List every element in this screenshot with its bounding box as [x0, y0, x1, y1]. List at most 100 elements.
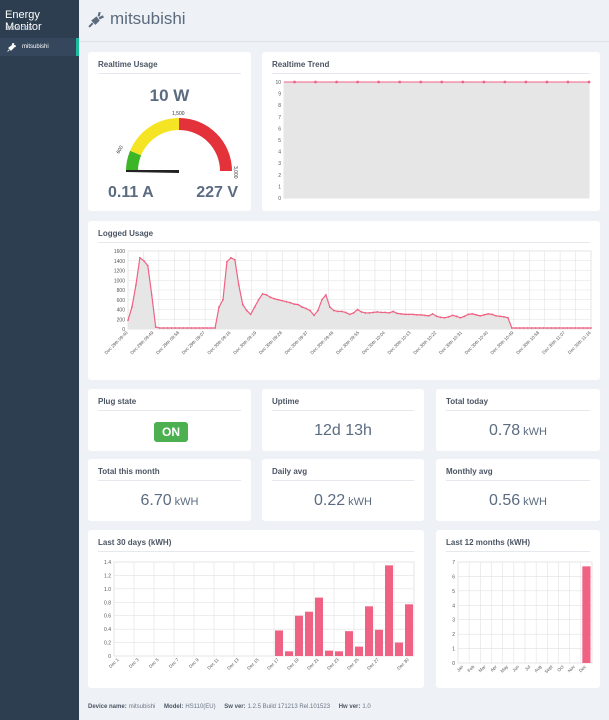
y-tick-label: 7 — [278, 115, 281, 121]
usage-point — [305, 307, 307, 310]
usage-point — [392, 310, 395, 313]
usage-point — [562, 327, 565, 329]
day-bar — [395, 642, 403, 656]
device-name-label: Device name: — [88, 704, 127, 710]
power-gauge: 600 1,500 3,000 — [116, 111, 238, 179]
x-tick-label: Dec 17 — [266, 657, 280, 671]
x-tick-label: Dec 30th 11:07 — [541, 330, 566, 355]
x-tick-label: Dec 30th 10:40 — [464, 330, 489, 355]
usage-point — [435, 315, 438, 318]
day-bar — [285, 651, 293, 656]
total-month-card: Total this month 6.70 kWH — [88, 459, 251, 521]
usage-point — [506, 316, 509, 319]
usage-point — [554, 327, 557, 329]
y-tick-label: 10 — [275, 80, 281, 86]
card-title: Daily avg — [272, 467, 308, 476]
usage-point — [150, 293, 153, 296]
y-tick-label: 3 — [278, 161, 281, 167]
sidebar-item-mitsubishi[interactable]: mitsubishi — [0, 38, 79, 56]
usage-point — [451, 314, 454, 317]
y-tick-label: 0.2 — [104, 641, 111, 647]
y-tick-label: 2 — [452, 632, 455, 638]
usage-point — [174, 327, 177, 329]
usage-point — [384, 311, 387, 314]
usage-point — [380, 311, 383, 314]
usage-point — [269, 296, 272, 299]
plug-icon — [88, 11, 104, 28]
day-bar — [275, 630, 283, 656]
usage-point — [237, 284, 240, 287]
usage-point — [214, 327, 216, 329]
usage-point — [574, 327, 577, 329]
y-tick-label: 5 — [278, 138, 281, 144]
x-tick-label: Dec 27 — [366, 657, 380, 671]
usage-point — [162, 327, 165, 329]
sw-version-label: Sw ver: — [224, 704, 246, 710]
device-name-value: mitsubishi — [128, 704, 156, 710]
usage-point — [542, 327, 545, 329]
usage-point — [408, 313, 410, 316]
usage-point — [273, 297, 276, 300]
y-tick-label: 0 — [108, 654, 111, 660]
usage-point — [427, 314, 430, 317]
plug-state-toggle[interactable]: ON — [154, 422, 188, 442]
x-tick-label: Dec 30th 09:19 — [232, 330, 257, 355]
logged-usage-chart: 0 200 400 600 800 1000 1200 1400 1600 Dec 29th 09… — [104, 249, 592, 355]
day-bar — [305, 611, 313, 656]
trend-point — [503, 80, 507, 84]
usage-point — [479, 314, 482, 317]
usage-point — [241, 303, 244, 306]
total-today-card: Total today 0.78 kWH — [436, 389, 600, 451]
usage-point — [297, 303, 300, 306]
card-title: Uptime — [272, 397, 300, 406]
day-bar — [295, 615, 303, 656]
trend-point — [377, 80, 381, 84]
usage-point — [166, 327, 169, 329]
usage-point — [226, 260, 228, 263]
realtime-usage-card: Realtime Usage 10 W 600 1,500 3,000 0.11… — [88, 52, 251, 211]
usage-point — [518, 327, 521, 329]
usage-point — [206, 327, 209, 329]
y-tick-label: 1.4 — [104, 560, 111, 566]
usage-point — [245, 309, 248, 312]
daily-avg-card: Daily avg 0.22 kWH — [262, 459, 424, 521]
trend-point — [314, 80, 317, 84]
usage-point — [566, 327, 569, 329]
y-tick-label: 8 — [278, 103, 281, 109]
usage-point — [309, 309, 311, 312]
top-bar: mitsubishi — [79, 0, 609, 42]
gauge-green — [126, 150, 142, 171]
usage-point — [194, 327, 197, 329]
usage-point — [526, 327, 529, 329]
usage-point — [178, 327, 181, 329]
x-tick-label: Dec 21 — [306, 657, 320, 671]
x-tick-label: Jul — [524, 664, 532, 672]
trend-point — [524, 80, 528, 84]
trend-point — [461, 80, 465, 84]
usage-point — [135, 284, 137, 287]
x-tick-label: Jun — [511, 664, 520, 673]
x-tick-label: Dec 3 — [128, 657, 140, 669]
usage-point — [233, 258, 236, 261]
x-tick-label: Dec 30 — [396, 657, 410, 671]
usage-point — [510, 327, 513, 329]
x-tick-label: Dec 30th 10:13 — [387, 330, 412, 355]
day-bar — [315, 597, 323, 656]
x-tick-label: Dec 30th 10:04 — [361, 330, 386, 355]
card-title: Last 30 days (kWH) — [98, 538, 172, 547]
usage-point — [514, 327, 517, 329]
total-today-value: 0.78 — [489, 422, 521, 439]
y-tick-label: 1.0 — [104, 587, 111, 593]
app-title[interactable]: Energy Monitor — [5, 9, 42, 33]
daily-avg-value: 0.22 — [314, 492, 346, 509]
usage-point — [364, 312, 367, 314]
card-title: Total this month — [98, 467, 160, 476]
usage-point — [447, 315, 450, 318]
gauge-label-3000: 3,000 — [232, 166, 238, 179]
usage-point — [190, 327, 193, 329]
y-tick-label: 0 — [452, 661, 455, 667]
usage-point — [467, 313, 470, 316]
gauge-yellow — [130, 118, 179, 156]
card-title: Total today — [446, 397, 489, 406]
logged-usage-card: Logged Usage 0 200 400 600 800 1000 1200 1400 16… — [88, 221, 600, 380]
